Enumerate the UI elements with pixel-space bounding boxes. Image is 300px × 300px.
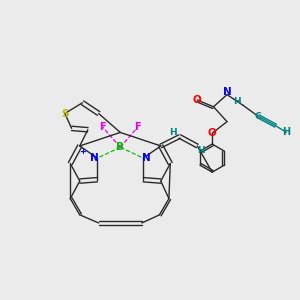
Text: +: + [79, 147, 86, 156]
Text: H: H [197, 146, 205, 154]
Text: H: H [169, 128, 177, 137]
Text: O: O [208, 128, 217, 138]
Text: O: O [193, 95, 202, 105]
Text: N: N [142, 153, 151, 163]
Text: H: H [282, 128, 290, 137]
Text: S: S [61, 109, 69, 118]
Text: N: N [223, 87, 231, 97]
Text: F: F [99, 122, 106, 132]
Text: N: N [90, 153, 98, 163]
Text: B: B [116, 142, 124, 152]
Text: C: C [255, 112, 261, 121]
Text: F: F [134, 122, 141, 132]
Text: H: H [233, 97, 240, 106]
